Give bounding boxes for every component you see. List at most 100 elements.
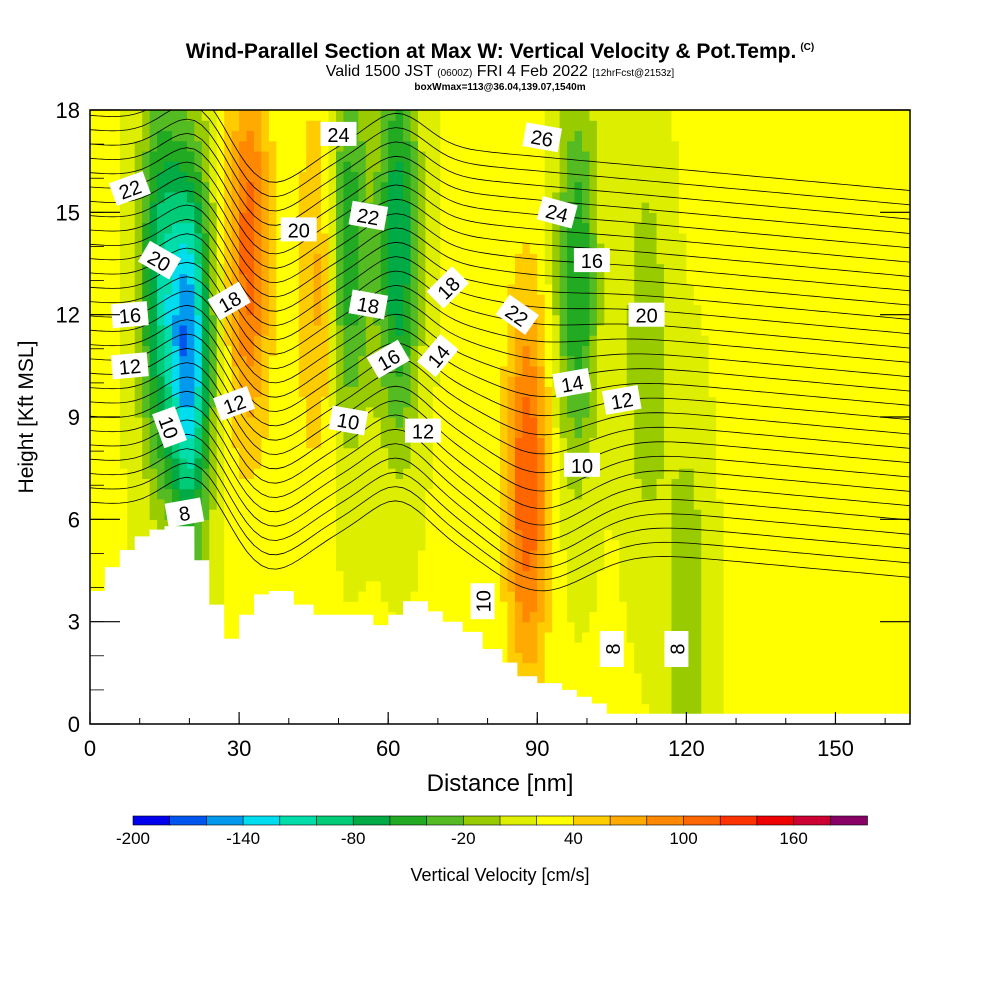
velocity-cell: [306, 130, 315, 142]
velocity-cell: [306, 294, 315, 306]
velocity-cell: [306, 386, 315, 398]
velocity-cell: [604, 314, 613, 326]
velocity-cell: [328, 212, 337, 224]
velocity-cell: [134, 150, 143, 162]
velocity-cell: [693, 601, 702, 613]
velocity-cell: [291, 181, 300, 193]
velocity-cell: [634, 509, 643, 520]
velocity-cell: [291, 335, 300, 346]
velocity-cell: [500, 417, 509, 428]
velocity-cell: [701, 498, 710, 510]
velocity-cell: [664, 232, 673, 244]
velocity-cell: [596, 498, 605, 510]
velocity-cell: [432, 529, 441, 541]
velocity-cell: [149, 273, 158, 285]
velocity-cell: [186, 130, 195, 142]
velocity-cell: [470, 314, 479, 326]
velocity-cell: [693, 386, 702, 398]
velocity-cell: [447, 468, 456, 479]
velocity-cell: [373, 396, 382, 408]
velocity-cell: [574, 672, 583, 684]
velocity-cell: [522, 601, 531, 613]
velocity-cell: [358, 345, 367, 357]
velocity-cell: [268, 539, 277, 551]
velocity-cell: [559, 478, 568, 490]
velocity-cell: [380, 171, 389, 183]
velocity-cell: [276, 365, 285, 377]
velocity-cell: [186, 283, 195, 295]
velocity-cell: [537, 509, 546, 520]
velocity-cell: [358, 396, 367, 408]
velocity-cell: [522, 611, 531, 623]
velocity-cell: [604, 683, 613, 694]
velocity-cell: [328, 396, 337, 408]
velocity-cell: [678, 161, 687, 172]
velocity-cell: [492, 140, 501, 152]
velocity-cell: [649, 652, 658, 664]
velocity-cell: [142, 263, 151, 275]
velocity-cell: [634, 212, 643, 224]
velocity-cell: [104, 529, 113, 541]
velocity-cell: [678, 396, 687, 408]
velocity-cell: [365, 243, 374, 254]
velocity-cell: [149, 324, 158, 336]
velocity-cell: [403, 365, 412, 377]
velocity-cell: [321, 386, 330, 398]
velocity-cell: [604, 202, 613, 213]
velocity-cell: [194, 406, 203, 418]
velocity-cell: [216, 468, 225, 479]
velocity-cell: [604, 120, 613, 132]
chart-title-block: Wind-Parallel Section at Max W: Vertical…: [0, 36, 1000, 93]
velocity-cell: [336, 171, 345, 183]
velocity-cell: [701, 253, 710, 265]
velocity-cell: [112, 396, 121, 408]
velocity-cell: [298, 171, 307, 183]
velocity-cell: [410, 140, 419, 152]
velocity-cell: [559, 417, 568, 428]
velocity-cell: [142, 519, 151, 531]
velocity-cell: [313, 478, 322, 490]
velocity-cell: [432, 488, 441, 500]
velocity-cell: [649, 253, 658, 265]
velocity-cell: [611, 171, 620, 183]
velocity-cell: [134, 396, 143, 408]
velocity-cell: [678, 202, 687, 213]
velocity-cell: [537, 263, 546, 275]
velocity-cell: [686, 427, 695, 439]
velocity-cell: [708, 601, 717, 613]
velocity-cell: [142, 232, 151, 244]
velocity-cell: [641, 519, 650, 531]
velocity-cell: [283, 437, 292, 449]
velocity-cell: [485, 191, 494, 203]
velocity-cell: [254, 243, 263, 254]
velocity-cell: [500, 601, 509, 613]
velocity-cell: [529, 386, 538, 398]
velocity-cell: [313, 263, 322, 275]
velocity-cell: [537, 376, 546, 387]
velocity-cell: [261, 150, 270, 162]
velocity-cell: [104, 447, 113, 459]
velocity-cell: [514, 580, 523, 592]
velocity-cell: [90, 560, 99, 572]
velocity-cell: [596, 488, 605, 500]
velocity-cell: [641, 631, 650, 643]
velocity-cell: [246, 161, 255, 172]
velocity-cell: [507, 498, 516, 510]
velocity-cell: [403, 222, 412, 234]
velocity-cell: [641, 703, 650, 715]
velocity-cell: [418, 120, 427, 132]
velocity-cell: [410, 365, 419, 377]
velocity-cell: [283, 253, 292, 265]
velocity-cell: [701, 601, 710, 613]
velocity-cell: [582, 355, 591, 367]
velocity-cell: [686, 335, 695, 346]
velocity-cell: [611, 539, 620, 551]
velocity-cell: [477, 202, 486, 213]
velocity-cell: [97, 376, 106, 387]
velocity-cell: [619, 191, 628, 203]
velocity-cell: [201, 294, 210, 306]
velocity-cell: [186, 253, 195, 265]
velocity-cell: [641, 590, 650, 602]
velocity-cell: [544, 304, 553, 316]
velocity-cell: [559, 611, 568, 623]
